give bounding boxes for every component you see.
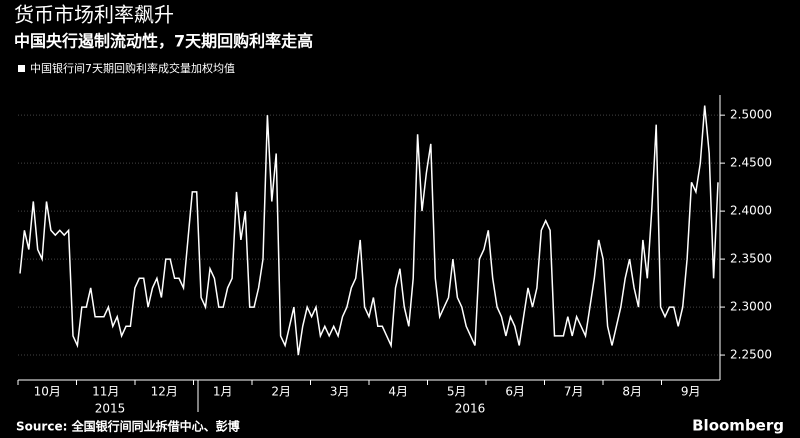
year-label: 2016 bbox=[455, 402, 486, 416]
x-tick-label: 5月 bbox=[447, 385, 467, 399]
y-tick-label: 2.2500 bbox=[730, 348, 772, 362]
y-tick-label: 2.4500 bbox=[730, 156, 772, 170]
source: Source: 全国银行间同业拆借中心、彭博 bbox=[16, 419, 240, 434]
x-tick-label: 6月 bbox=[505, 385, 525, 399]
x-tick-label: 7月 bbox=[564, 385, 584, 399]
year-label: 2015 bbox=[95, 402, 126, 416]
legend-label: 中国银行间7天期回购利率成交量加权均值 bbox=[30, 61, 235, 75]
x-tick-label: 4月 bbox=[388, 385, 408, 399]
brand: Bloomberg bbox=[692, 417, 784, 435]
y-tick-label: 2.3500 bbox=[730, 252, 772, 266]
y-tick-label: 2.5000 bbox=[730, 108, 772, 122]
x-tick-label: 3月 bbox=[330, 385, 350, 399]
chart-subtitle: 中国央行遏制流动性，7天期回购利率走高 bbox=[14, 32, 313, 51]
x-tick-label: 9月 bbox=[681, 385, 701, 399]
x-tick-label: 1月 bbox=[213, 385, 233, 399]
y-tick-label: 2.4000 bbox=[730, 204, 772, 218]
x-tick-label: 11月 bbox=[92, 385, 119, 399]
legend-swatch bbox=[18, 65, 25, 72]
x-tick-label: 10月 bbox=[34, 385, 61, 399]
x-tick-label: 2月 bbox=[271, 385, 291, 399]
series-line bbox=[19, 105, 719, 356]
chart-title: 货币市场利率飙升 bbox=[14, 3, 174, 27]
y-tick-label: 2.3000 bbox=[730, 300, 772, 314]
x-tick-label: 12月 bbox=[151, 385, 178, 399]
x-tick-label: 8月 bbox=[622, 385, 642, 399]
